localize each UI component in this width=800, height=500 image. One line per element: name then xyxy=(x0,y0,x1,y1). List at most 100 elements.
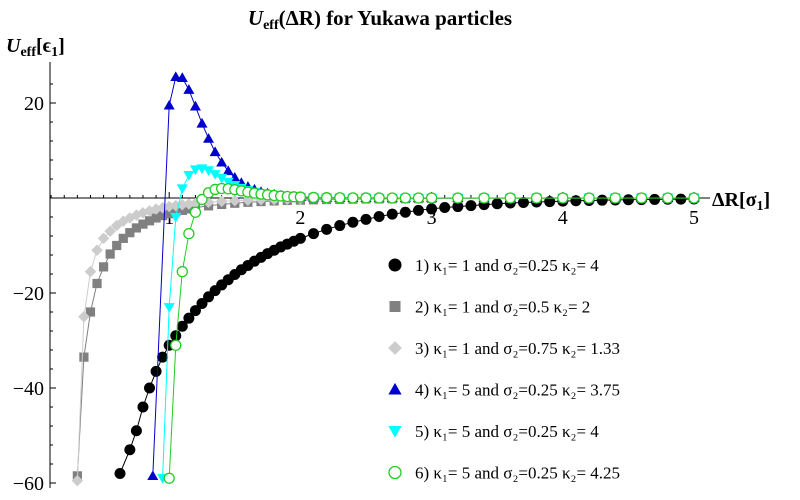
data-point xyxy=(452,201,464,213)
data-point xyxy=(99,262,109,272)
data-point xyxy=(465,200,477,212)
data-point xyxy=(347,192,359,204)
data-point xyxy=(138,219,148,229)
data-point xyxy=(163,472,175,484)
data-point xyxy=(609,192,621,204)
data-point xyxy=(334,192,346,204)
y-tick-label: −60 xyxy=(13,473,44,495)
legend-item: 3) κ₁= 1 and σ₂=0.75 κ₂= 1.33 xyxy=(388,339,620,358)
y-tick-label: −20 xyxy=(13,283,44,305)
data-point xyxy=(216,156,228,167)
data-point xyxy=(216,173,228,184)
legend-marker xyxy=(388,341,402,355)
data-point xyxy=(150,365,162,377)
data-point xyxy=(91,244,103,256)
data-point xyxy=(399,206,411,218)
data-point xyxy=(144,382,156,394)
data-point xyxy=(557,192,569,204)
legend-item: 2) κ₁= 1 and σ₂=0.5 κ₂= 2 xyxy=(389,298,590,317)
y-tick-label: −40 xyxy=(13,378,44,400)
data-point xyxy=(85,307,96,317)
data-point xyxy=(675,193,687,205)
data-point xyxy=(79,352,89,362)
data-point xyxy=(209,146,221,157)
data-point xyxy=(307,191,320,204)
data-point xyxy=(92,278,102,289)
data-point xyxy=(412,192,425,204)
data-point xyxy=(97,232,110,245)
y-tick-label: 20 xyxy=(24,93,44,115)
data-point xyxy=(373,192,385,204)
data-point xyxy=(183,84,195,94)
data-point xyxy=(176,72,188,82)
x-tick-label: 2 xyxy=(295,207,305,229)
data-point xyxy=(163,99,175,110)
legend-marker xyxy=(388,382,402,395)
data-point xyxy=(662,192,674,204)
data-point xyxy=(478,192,490,204)
data-point xyxy=(425,192,438,204)
data-point xyxy=(688,192,700,204)
x-tick-label: 5 xyxy=(689,207,699,229)
data-point xyxy=(491,198,503,210)
data-point xyxy=(189,305,201,317)
legend-item: 5) κ₁= 5 and σ₂=0.25 κ₂= 4 xyxy=(388,422,599,441)
data-point xyxy=(412,204,424,216)
series-1 xyxy=(114,193,700,479)
data-point xyxy=(183,312,195,324)
data-point xyxy=(170,330,182,342)
data-point xyxy=(570,195,582,207)
y-axis-label: Ueff[ϵ1] xyxy=(6,35,65,60)
data-point xyxy=(78,311,90,323)
data-point xyxy=(452,192,464,204)
legend-label: 4) κ₁= 5 and σ₂=0.25 κ₂= 3.75 xyxy=(415,381,620,400)
data-point xyxy=(517,197,529,209)
data-point xyxy=(144,216,155,226)
data-point xyxy=(170,339,182,351)
data-point xyxy=(183,171,195,181)
data-point xyxy=(334,220,346,232)
data-point xyxy=(189,100,201,111)
data-point xyxy=(176,320,188,332)
data-point xyxy=(158,210,168,221)
data-point xyxy=(222,165,234,176)
data-point xyxy=(170,212,182,223)
legend-label: 2) κ₁= 1 and σ₂=0.5 κ₂= 2 xyxy=(415,298,590,317)
plot-area xyxy=(71,71,700,487)
data-point xyxy=(635,192,648,204)
data-point xyxy=(544,196,556,208)
legend-item: 1) κ₁= 1 and σ₂=0.25 κ₂= 4 xyxy=(388,256,599,275)
data-point xyxy=(137,401,149,413)
data-point xyxy=(105,249,115,259)
data-point xyxy=(347,216,359,228)
data-point xyxy=(360,213,372,225)
data-point xyxy=(131,223,141,233)
data-point xyxy=(596,194,608,206)
data-point xyxy=(176,265,188,278)
legend-item: 4) κ₁= 5 and σ₂=0.25 κ₂= 3.75 xyxy=(388,381,620,400)
data-point xyxy=(176,184,188,195)
legend-item: 6) κ₁= 5 and σ₂=0.25 κ₂= 4.25 xyxy=(388,464,620,483)
data-point xyxy=(196,193,208,206)
data-point xyxy=(622,194,634,206)
data-point xyxy=(114,468,126,479)
legend-label: 6) κ₁= 5 and σ₂=0.25 κ₂= 4.25 xyxy=(415,464,620,483)
data-point xyxy=(386,192,398,204)
data-point xyxy=(164,209,174,219)
data-point xyxy=(649,193,661,205)
data-point xyxy=(504,192,516,204)
data-point xyxy=(84,265,97,278)
data-point xyxy=(147,470,159,481)
data-point xyxy=(399,192,412,204)
chart-title: Ueff(ΔR) for Yukawa particles xyxy=(248,6,512,33)
data-point xyxy=(439,202,451,213)
legend-marker xyxy=(388,258,402,272)
x-tick-label: 3 xyxy=(427,207,437,229)
series-6 xyxy=(163,182,700,484)
legend: 1) κ₁= 1 and σ₂=0.25 κ₂= 4 2) κ₁= 1 and σ… xyxy=(375,245,705,483)
x-tick-label: 4 xyxy=(558,207,568,229)
data-point xyxy=(196,117,208,128)
data-point xyxy=(130,425,142,437)
data-point xyxy=(189,165,201,176)
